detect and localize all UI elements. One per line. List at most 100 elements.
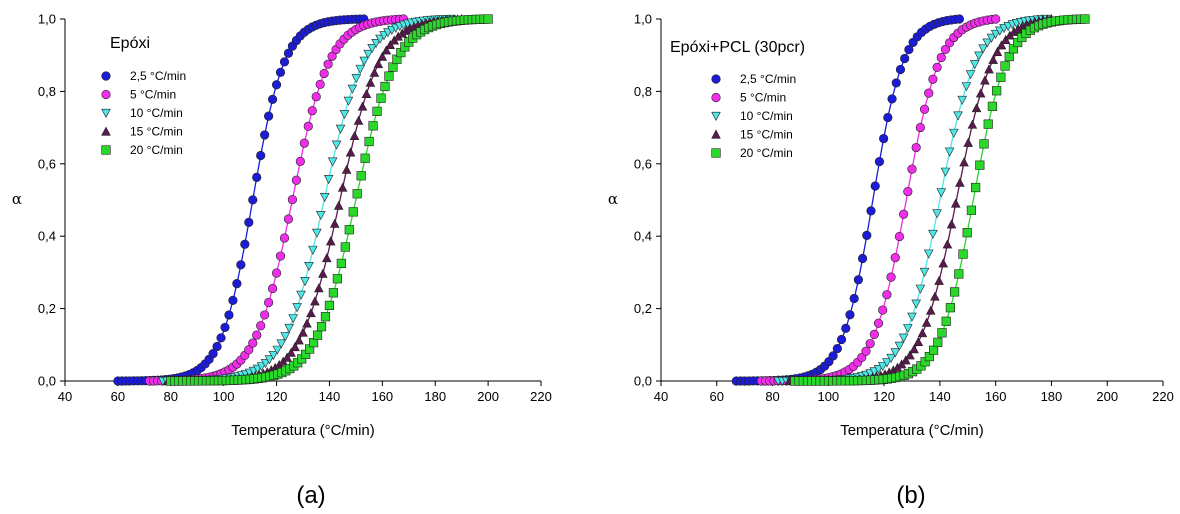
data-point (208, 348, 218, 359)
data-point (932, 62, 942, 73)
data-point (320, 312, 331, 322)
fit-line (789, 18, 1052, 382)
data-point (216, 333, 226, 343)
x-tick-label: 140 (929, 389, 951, 404)
data-point (992, 86, 1002, 96)
data-point (353, 115, 364, 125)
data-point (212, 341, 222, 352)
data-point (283, 48, 294, 58)
data-point (304, 261, 314, 272)
data-point (879, 133, 889, 144)
data-point (899, 209, 909, 219)
data-point (961, 82, 972, 92)
x-tick-label: 120 (873, 389, 895, 404)
data-point (962, 228, 972, 238)
data-point (845, 310, 855, 320)
data-point (913, 336, 924, 346)
data-point (271, 80, 282, 90)
y-tick-label: 0,4 (38, 229, 56, 244)
chart-panel-2: 40 60 80 100 120 140 160 180 200 220 0,0 0,2 0,4 0,6 0… (608, 12, 1174, 510)
data-point (930, 291, 940, 301)
data-point (311, 92, 321, 102)
data-point (878, 305, 888, 315)
data-point (937, 328, 947, 338)
data-point (934, 275, 944, 285)
data-point (351, 74, 362, 84)
data-point (942, 239, 953, 249)
data-point (1000, 34, 1011, 44)
legend-label: 10 °C/min (740, 109, 793, 123)
data-point (303, 121, 313, 131)
data-point (295, 156, 305, 166)
series-1 (731, 14, 965, 386)
data-point (949, 128, 959, 138)
y-tick-label: 0,4 (634, 229, 652, 244)
data-point (936, 52, 946, 63)
data-point (975, 160, 985, 170)
data-point (882, 358, 892, 368)
data-point (372, 106, 382, 116)
data-point (873, 365, 884, 375)
data-point (240, 239, 250, 249)
data-point (923, 249, 934, 259)
data-point (349, 131, 360, 141)
data-point (286, 347, 296, 357)
legend-label: 20 °C/min (740, 146, 793, 160)
x-tick-label: 60 (710, 389, 724, 404)
data-point (874, 157, 885, 167)
legend-marker (711, 129, 721, 139)
x-tick-label: 40 (654, 389, 668, 404)
data-point (901, 355, 911, 365)
data-point (294, 335, 304, 345)
data-point (359, 56, 370, 66)
data-point (315, 211, 326, 221)
data-point (890, 348, 901, 358)
data-point (965, 70, 976, 80)
legend-label: 10 °C/min (130, 106, 183, 120)
data-point (388, 62, 398, 72)
legend-label: 2,5 °C/min (130, 69, 186, 83)
data-point (909, 344, 919, 354)
x-tick-label: 100 (213, 389, 235, 404)
data-point (260, 130, 270, 140)
data-point (272, 345, 283, 355)
data-point (344, 225, 354, 235)
series-3 (158, 14, 456, 386)
data-point (327, 51, 337, 61)
data-point (376, 93, 386, 103)
data-point (915, 284, 926, 294)
x-tick-label: 160 (371, 389, 393, 404)
data-point (907, 164, 917, 174)
legend-label: 15 °C/min (130, 125, 183, 139)
x-tick-label: 220 (1152, 389, 1174, 404)
data-point (967, 119, 978, 129)
data-point (371, 38, 381, 49)
data-point (882, 290, 892, 300)
data-point (925, 305, 936, 315)
data-point (950, 198, 961, 208)
data-point (299, 138, 309, 148)
data-point (971, 182, 981, 193)
data-point (1004, 51, 1014, 62)
x-tick-label: 80 (765, 389, 779, 404)
data-point (957, 95, 967, 105)
data-point (319, 193, 330, 203)
data-point (984, 64, 994, 74)
data-point (932, 209, 942, 219)
data-point (347, 84, 358, 94)
y-tick-label: 1,0 (634, 12, 652, 27)
legend-marker (101, 145, 111, 155)
data-point (950, 287, 960, 297)
data-point (275, 251, 286, 261)
data-point (886, 272, 896, 282)
data-point (954, 269, 964, 279)
series-3 (773, 14, 1051, 386)
data-point (276, 339, 287, 349)
data-point (940, 167, 951, 177)
data-point (271, 268, 282, 278)
x-tick-label: 220 (530, 389, 552, 404)
data-point (337, 182, 348, 192)
data-point (894, 231, 905, 242)
fit-line (170, 18, 489, 382)
data-point (978, 44, 988, 54)
